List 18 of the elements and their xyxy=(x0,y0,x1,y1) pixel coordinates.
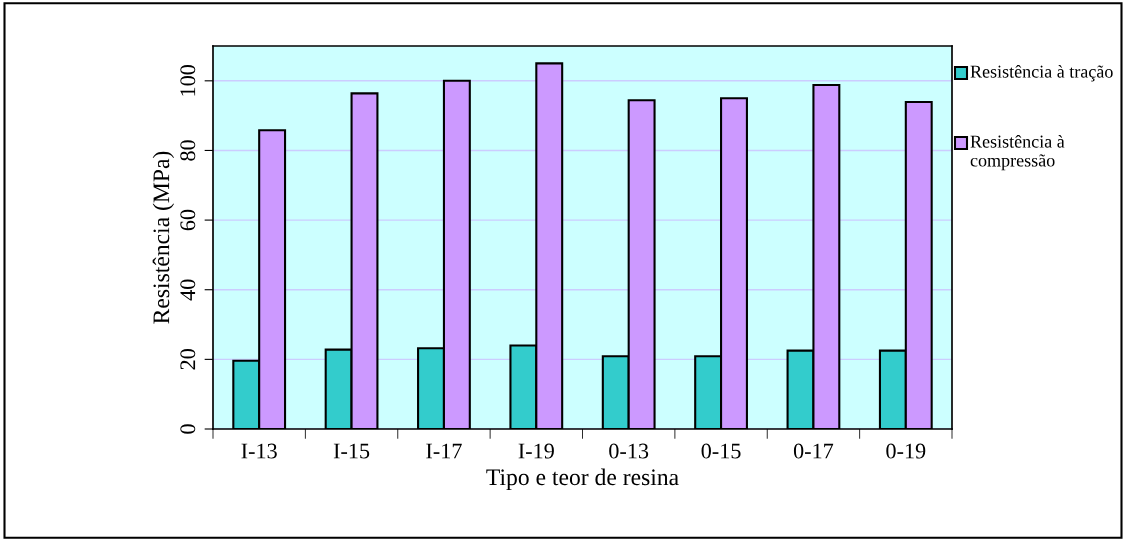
y-axis-title: Resistência (MPa) xyxy=(152,151,175,324)
y-tick-label: 60 xyxy=(180,209,196,231)
x-axis-title: Tipo e teor de resina xyxy=(486,468,679,491)
y-tick-label: 40 xyxy=(180,279,196,301)
y-tick-label: 0 xyxy=(180,424,196,434)
legend-label: Resistência à tração xyxy=(970,65,1113,82)
y-tick-label: 20 xyxy=(180,349,196,370)
x-tick-label: I-19 xyxy=(518,443,554,459)
x-tick-label: I-15 xyxy=(333,443,370,459)
x-tick-label: 0-15 xyxy=(701,443,741,459)
legend-label: Resistência à compressão xyxy=(970,134,1065,171)
x-tick-label: 0-19 xyxy=(886,443,926,459)
y-tick-label: 100 xyxy=(180,65,196,96)
x-tick-label: 0-13 xyxy=(609,443,649,459)
x-tick-label: 0-17 xyxy=(793,443,834,459)
x-tick-label: I-13 xyxy=(241,443,277,459)
y-tick-label: 80 xyxy=(180,140,196,161)
x-tick-label: I-17 xyxy=(426,443,462,459)
